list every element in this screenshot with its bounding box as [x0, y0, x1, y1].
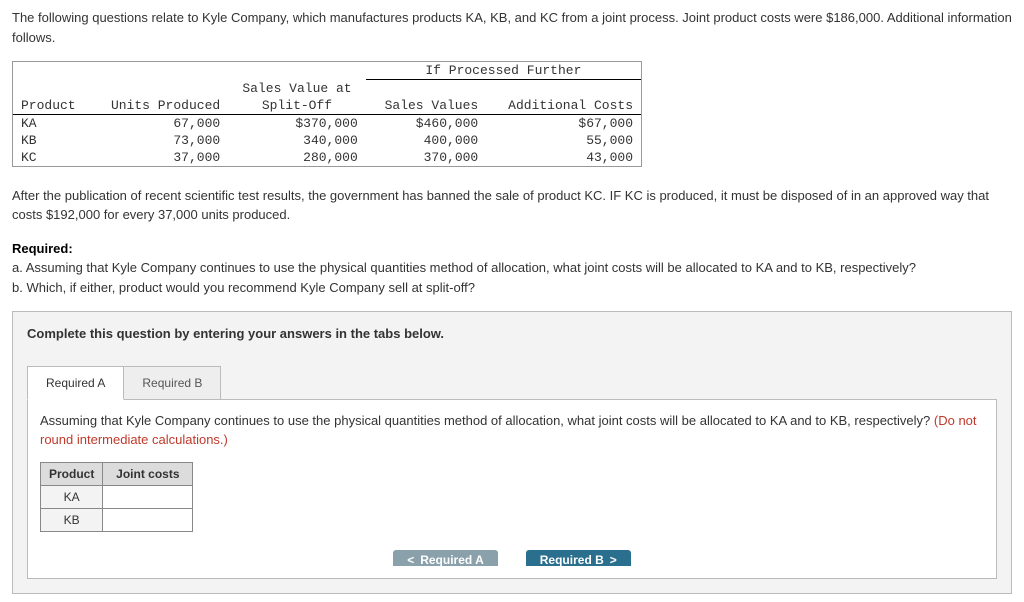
intro-text: The following questions relate to Kyle C…	[12, 8, 1012, 47]
hdr-units: Units Produced	[91, 97, 229, 115]
table-row: KB 73,000 340,000 400,000 55,000	[13, 132, 641, 149]
ans-input-ka[interactable]	[103, 485, 193, 508]
tab-required-a[interactable]: Required A	[27, 366, 124, 400]
hdr-splitoff-line2: Split-Off	[228, 97, 366, 115]
tab-required-b[interactable]: Required B	[124, 366, 221, 400]
prompt-main: Assuming that Kyle Company continues to …	[40, 413, 934, 428]
table-row: KA 67,000 $370,000 $460,000 $67,000	[13, 114, 641, 132]
chevron-right-icon: >	[610, 553, 617, 566]
required-b: b. Which, if either, product would you r…	[12, 280, 475, 295]
hdr-splitoff-line1: Sales Value at	[228, 80, 366, 97]
cell-sv: 370,000	[366, 149, 486, 166]
cell-units: 67,000	[91, 114, 229, 132]
data-table-container: If Processed Further Sales Value at Prod…	[12, 61, 642, 167]
nav-prev-label: Required A	[420, 553, 484, 566]
after-paragraph: After the publication of recent scientif…	[12, 186, 1012, 225]
cell-split: 280,000	[228, 149, 366, 166]
cell-units: 73,000	[91, 132, 229, 149]
required-label: Required:	[12, 241, 73, 256]
tab-body: Assuming that Kyle Company continues to …	[27, 399, 997, 579]
cell-split: $370,000	[228, 114, 366, 132]
cell-product: KB	[13, 132, 91, 149]
cell-product: KA	[13, 114, 91, 132]
ans-input-kb[interactable]	[103, 508, 193, 531]
data-table: If Processed Further Sales Value at Prod…	[13, 62, 641, 166]
chevron-left-icon: <	[407, 553, 414, 566]
table-row: KC 37,000 280,000 370,000 43,000	[13, 149, 641, 166]
hdr-product: Product	[13, 97, 91, 115]
nav-next-button[interactable]: Required B >	[526, 550, 631, 566]
hdr-sales-values: Sales Values	[366, 97, 486, 115]
cell-ac: 43,000	[486, 149, 641, 166]
cell-split: 340,000	[228, 132, 366, 149]
group-header: If Processed Further	[366, 62, 641, 80]
cell-units: 37,000	[91, 149, 229, 166]
ans-row-ka-label: KA	[41, 485, 103, 508]
complete-instruction: Complete this question by entering your …	[27, 326, 997, 341]
ans-hdr-joint-costs: Joint costs	[103, 462, 193, 485]
ans-hdr-product: Product	[41, 462, 103, 485]
required-a: a. Assuming that Kyle Company continues …	[12, 260, 916, 275]
cell-product: KC	[13, 149, 91, 166]
cell-sv: $460,000	[366, 114, 486, 132]
required-block: Required: a. Assuming that Kyle Company …	[12, 239, 1012, 298]
tab-bar: Required A Required B	[27, 365, 997, 399]
cell-ac: 55,000	[486, 132, 641, 149]
nav-next-label: Required B	[540, 553, 604, 566]
nav-prev-button[interactable]: < Required A	[393, 550, 498, 566]
nav-buttons: < Required A Required B >	[40, 550, 984, 566]
prompt: Assuming that Kyle Company continues to …	[40, 412, 984, 450]
cell-sv: 400,000	[366, 132, 486, 149]
ans-row-kb-label: KB	[41, 508, 103, 531]
answer-table: Product Joint costs KA KB	[40, 462, 193, 532]
hdr-add-costs: Additional Costs	[486, 97, 641, 115]
answer-area: Complete this question by entering your …	[12, 311, 1012, 594]
cell-ac: $67,000	[486, 114, 641, 132]
